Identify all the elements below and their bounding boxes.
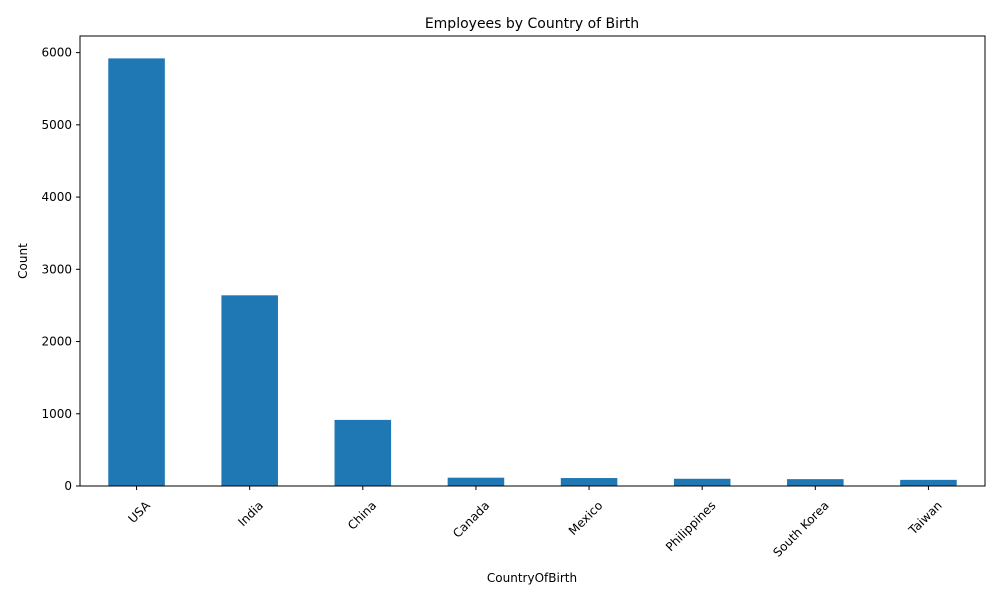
y-axis: 0 1000 2000 3000 4000 5000 6000 (41, 46, 80, 493)
bar-usa (108, 58, 165, 486)
y-tick-label: 5000 (41, 118, 72, 132)
bar-india (221, 295, 278, 486)
y-tick-label: 1000 (41, 407, 72, 421)
y-tick-label: 3000 (41, 262, 72, 276)
x-tick-label: Mexico (566, 498, 606, 538)
bar-south-korea (787, 479, 844, 486)
x-tick-label: China (345, 498, 379, 532)
bar-mexico (560, 478, 618, 486)
y-tick-label: 6000 (41, 46, 72, 60)
x-tick-label: South Korea (770, 498, 831, 559)
bar-china (334, 419, 392, 486)
x-tick-label: Canada (450, 498, 492, 540)
bars-group (108, 58, 957, 486)
y-tick-label: 2000 (41, 335, 72, 349)
x-axis-label: CountryOfBirth (487, 571, 577, 585)
x-tick-label: India (235, 498, 266, 529)
y-axis-label: Count (16, 243, 30, 279)
x-tick-label: Taiwan (905, 498, 944, 537)
y-tick-label: 0 (64, 479, 72, 493)
plot-frame (79, 35, 986, 487)
bar-philippines (673, 478, 731, 486)
x-tick-label: USA (125, 498, 153, 526)
bar-canada (447, 477, 505, 486)
chart-title: Employees by Country of Birth (425, 16, 639, 32)
x-tick-label: Philippines (663, 498, 719, 554)
y-tick-label: 4000 (41, 190, 72, 204)
bar-taiwan (900, 479, 957, 486)
x-axis: USA India China Canada Mexico Philippines Sout… (125, 486, 945, 560)
